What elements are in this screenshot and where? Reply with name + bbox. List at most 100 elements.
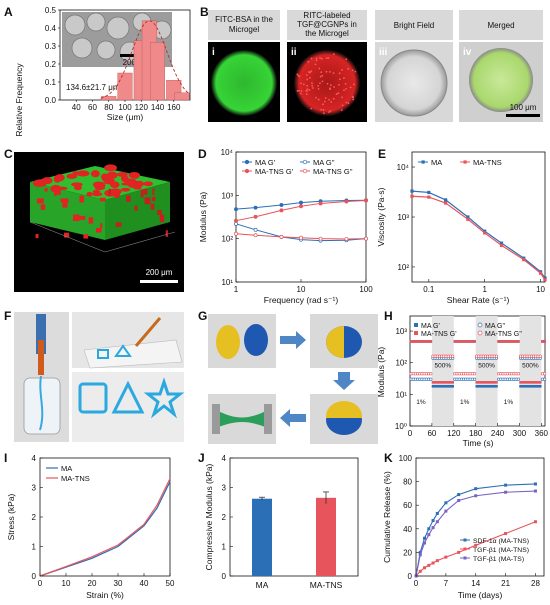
panel-f-glass-slide [83, 339, 183, 369]
red-nanoparticle-dot [312, 87, 314, 89]
panel-b-title-2: RITC-labeled TGF@CGNPs in the Microgel [297, 11, 357, 38]
red-nanoparticle-dot [300, 82, 302, 85]
red-nanoparticle-dot [311, 82, 313, 85]
panel-k-frame [415, 457, 545, 577]
series-point [468, 340, 472, 343]
series-point [536, 381, 540, 384]
series-point [538, 354, 542, 358]
red-nanoparticle-dot [298, 89, 301, 92]
series-point [538, 271, 543, 275]
series-point [440, 384, 444, 388]
panel-c-axis-line [29, 221, 106, 253]
panel-f-needle [134, 317, 162, 347]
red-nanoparticle-dot [322, 112, 325, 115]
red-nanoparticle-dot [328, 111, 330, 113]
series-point [234, 207, 238, 212]
red-domain-front [99, 197, 106, 202]
series-point [490, 384, 494, 388]
panel-b-title-bg-3 [375, 10, 453, 40]
legend-label: MA [431, 158, 442, 167]
red-nanoparticle-dot [306, 88, 309, 91]
series-point [519, 381, 522, 384]
red-nanoparticle-dot [344, 82, 347, 85]
x-tick-label: 10 [297, 285, 306, 294]
y-tick-label: 10¹ [221, 278, 233, 287]
panel-h-xlabel: Time (s) [463, 438, 494, 448]
strain-label-low: 1% [460, 399, 470, 406]
series-point [253, 233, 258, 238]
series-point [299, 235, 303, 240]
series-point [431, 384, 435, 388]
panel-g-tweezer-left [212, 404, 220, 434]
panel-b: B FITC-BSA in the Microgel RITC-labeled TG… [200, 5, 543, 122]
red-nanoparticle-dot [317, 84, 320, 87]
red-domain-side [108, 191, 111, 197]
y-tick-label: 0.0 [45, 96, 57, 105]
series-point [543, 276, 547, 280]
x-tick-label: 21 [501, 579, 510, 588]
series-point [495, 381, 498, 384]
red-nanoparticle-dot [341, 104, 344, 107]
panel-a-xlabel: Size (μm) [107, 112, 144, 122]
panel-c-cube-front [30, 182, 105, 240]
series-point [499, 340, 503, 343]
red-nanoparticle-dot [330, 101, 333, 103]
series-point [482, 381, 485, 384]
series-point [521, 381, 525, 384]
panel-k: K 0 7 14 21 28 0 20 40 60 80 100 SDF-1α (MA-TNS) TGF… [382, 451, 545, 600]
series-point [409, 340, 413, 343]
x-tick-label: 7 [444, 579, 449, 588]
series-point [457, 550, 461, 554]
panel-j-plot: MA MA-TNS 0 1 2 3 4 [222, 454, 343, 590]
series-point [499, 241, 504, 245]
series-point [318, 201, 323, 206]
series-point [433, 384, 437, 388]
series-point [457, 493, 461, 497]
red-domain-front [60, 198, 68, 203]
series-point [427, 563, 431, 567]
series-point [536, 384, 540, 388]
red-nanoparticle-dot [354, 70, 357, 73]
series-point [418, 340, 422, 343]
x-tick-label: 10 [62, 579, 71, 588]
y-tick-label: 3 [222, 484, 227, 493]
series-point [516, 372, 520, 376]
red-domain [66, 173, 78, 179]
red-nanoparticle-dot [324, 97, 327, 99]
red-nanoparticle-dot [319, 75, 322, 78]
series-point [472, 372, 477, 376]
legend-label: MA-TNS G' [421, 331, 457, 338]
series-point [364, 236, 368, 241]
histogram-bar [149, 42, 166, 101]
histogram-bar [117, 72, 133, 101]
panel-b-label: B [200, 5, 209, 19]
red-domain-side [165, 230, 168, 237]
series-point [534, 381, 538, 384]
series-point [488, 384, 492, 388]
series-point [418, 569, 422, 573]
red-nanoparticle-dot [325, 57, 328, 60]
legend-marker [477, 322, 483, 328]
x-tick-label: 80 [104, 103, 113, 112]
y-tick-label: 10³ [395, 327, 407, 336]
red-domain [90, 170, 100, 178]
red-domain [109, 188, 122, 195]
panel-a-annotation: 134.6±21.7 μm [66, 83, 120, 92]
series-point [474, 494, 478, 498]
panel-g-yellow-gel [216, 325, 240, 359]
panel-c-scale-text: 200 μm [146, 268, 173, 277]
series-point [425, 340, 428, 343]
x-tick-label: 20 [88, 579, 97, 588]
panel-b-title-4: Merged [487, 21, 514, 30]
red-domain-side [134, 205, 138, 211]
red-nanoparticle-dot [326, 82, 329, 85]
red-nanoparticle-dot [340, 109, 343, 111]
y-tick-label: 80 [403, 478, 412, 487]
series-line [39, 478, 171, 577]
y-tick-label: 0.5 [45, 6, 57, 15]
red-nanoparticle-dot [343, 89, 345, 92]
series-point [449, 381, 452, 384]
series-point [484, 381, 487, 384]
